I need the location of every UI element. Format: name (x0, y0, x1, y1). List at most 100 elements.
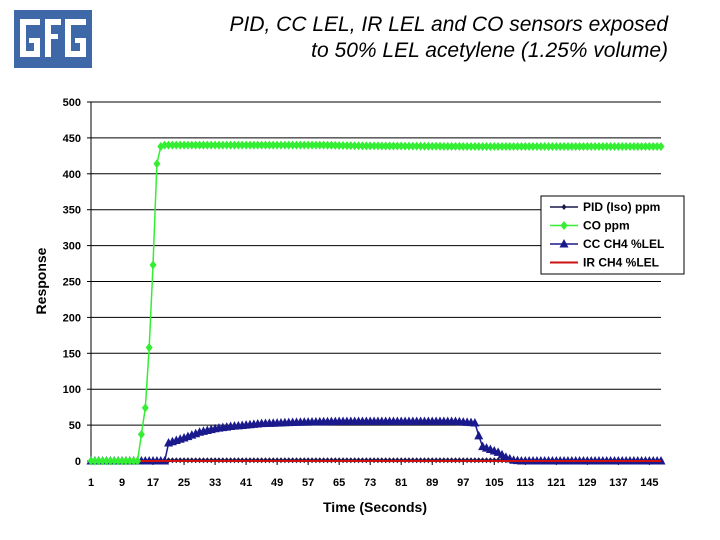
data-point (347, 141, 355, 151)
data-point (331, 140, 339, 150)
data-point (626, 142, 634, 152)
data-point (203, 140, 211, 150)
data-point (362, 141, 370, 151)
data-point (126, 456, 134, 466)
data-point (474, 430, 484, 440)
data-point (211, 140, 219, 150)
data-point (545, 142, 553, 152)
data-point (529, 142, 537, 152)
data-point (87, 456, 95, 466)
data-point (417, 141, 425, 151)
data-point (106, 456, 114, 466)
x-tick-label: 9 (119, 477, 125, 489)
data-point (308, 140, 316, 150)
data-point (641, 142, 649, 152)
data-point (424, 141, 432, 151)
data-point (281, 140, 289, 150)
y-tick-label: 0 (75, 456, 81, 468)
data-point (265, 140, 273, 150)
data-point (258, 140, 266, 150)
legend-label: PID (Iso) ppm (583, 200, 660, 214)
data-point (622, 142, 630, 152)
data-point (490, 142, 498, 152)
data-point (451, 141, 459, 151)
data-point (242, 140, 250, 150)
data-point (188, 140, 196, 150)
data-point (269, 140, 277, 150)
data-point (165, 140, 173, 150)
y-tick-label: 150 (63, 348, 81, 360)
data-point (630, 142, 638, 152)
data-point (440, 141, 448, 151)
x-tick-label: 41 (240, 477, 252, 489)
data-point (405, 141, 413, 151)
data-point (358, 141, 366, 151)
data-point (304, 140, 312, 150)
data-point (366, 141, 374, 151)
data-point (475, 142, 483, 152)
legend-label: CO ppm (583, 219, 630, 233)
data-point (261, 140, 269, 150)
data-point (207, 140, 215, 150)
data-point (548, 142, 556, 152)
chart-title: PID, CC LEL, IR LEL and CO sensors expos… (120, 12, 669, 64)
data-point (610, 142, 618, 152)
data-point (560, 142, 568, 152)
data-point (273, 140, 281, 150)
data-point (432, 141, 440, 151)
data-point (599, 142, 607, 152)
data-point (470, 417, 480, 427)
x-tick-label: 33 (209, 477, 221, 489)
x-tick-label: 129 (578, 477, 596, 489)
data-point (494, 142, 502, 152)
data-point (351, 141, 359, 151)
data-point (285, 140, 293, 150)
data-point (153, 159, 161, 169)
title-line-2: to 50% LEL acetylene (1.25% volume) (311, 39, 668, 62)
data-point (537, 142, 545, 152)
data-point (149, 260, 157, 270)
data-point (552, 142, 560, 152)
data-point (246, 140, 254, 150)
data-point (397, 141, 405, 151)
data-point (134, 456, 142, 466)
legend-entry: CO ppm (550, 219, 630, 233)
data-point (293, 140, 301, 150)
data-point (506, 142, 514, 152)
x-tick-label: 97 (457, 477, 469, 489)
x-tick-label: 81 (395, 477, 407, 489)
data-point (603, 142, 611, 152)
legend-label: IR CH4 %LEL (583, 256, 659, 270)
x-tick-label: 121 (547, 477, 565, 489)
y-tick-label: 450 (63, 133, 81, 145)
legend-entry: CC CH4 %LEL (550, 237, 664, 251)
data-point (192, 140, 200, 150)
data-point (428, 141, 436, 151)
data-point (510, 142, 518, 152)
y-tick-label: 400 (63, 169, 81, 181)
data-point (634, 142, 642, 152)
data-point (196, 140, 204, 150)
data-point (355, 141, 363, 151)
x-tick-label: 113 (516, 477, 534, 489)
data-point (91, 456, 99, 466)
data-point (335, 140, 343, 150)
data-point (324, 140, 332, 150)
data-point (386, 141, 394, 151)
data-point (378, 141, 386, 151)
data-point (172, 140, 180, 150)
data-point (583, 142, 591, 152)
data-point (161, 140, 169, 150)
y-tick-label: 100 (63, 384, 81, 396)
data-point (296, 140, 304, 150)
data-point (99, 456, 107, 466)
data-point (618, 142, 626, 152)
data-point (176, 140, 184, 150)
data-point (459, 141, 467, 151)
data-point (250, 140, 258, 150)
legend-label: CC CH4 %LEL (583, 237, 664, 251)
data-point (649, 142, 657, 152)
data-point (230, 140, 238, 150)
series-cc-ch4-lel (86, 416, 666, 465)
data-point (168, 140, 176, 150)
